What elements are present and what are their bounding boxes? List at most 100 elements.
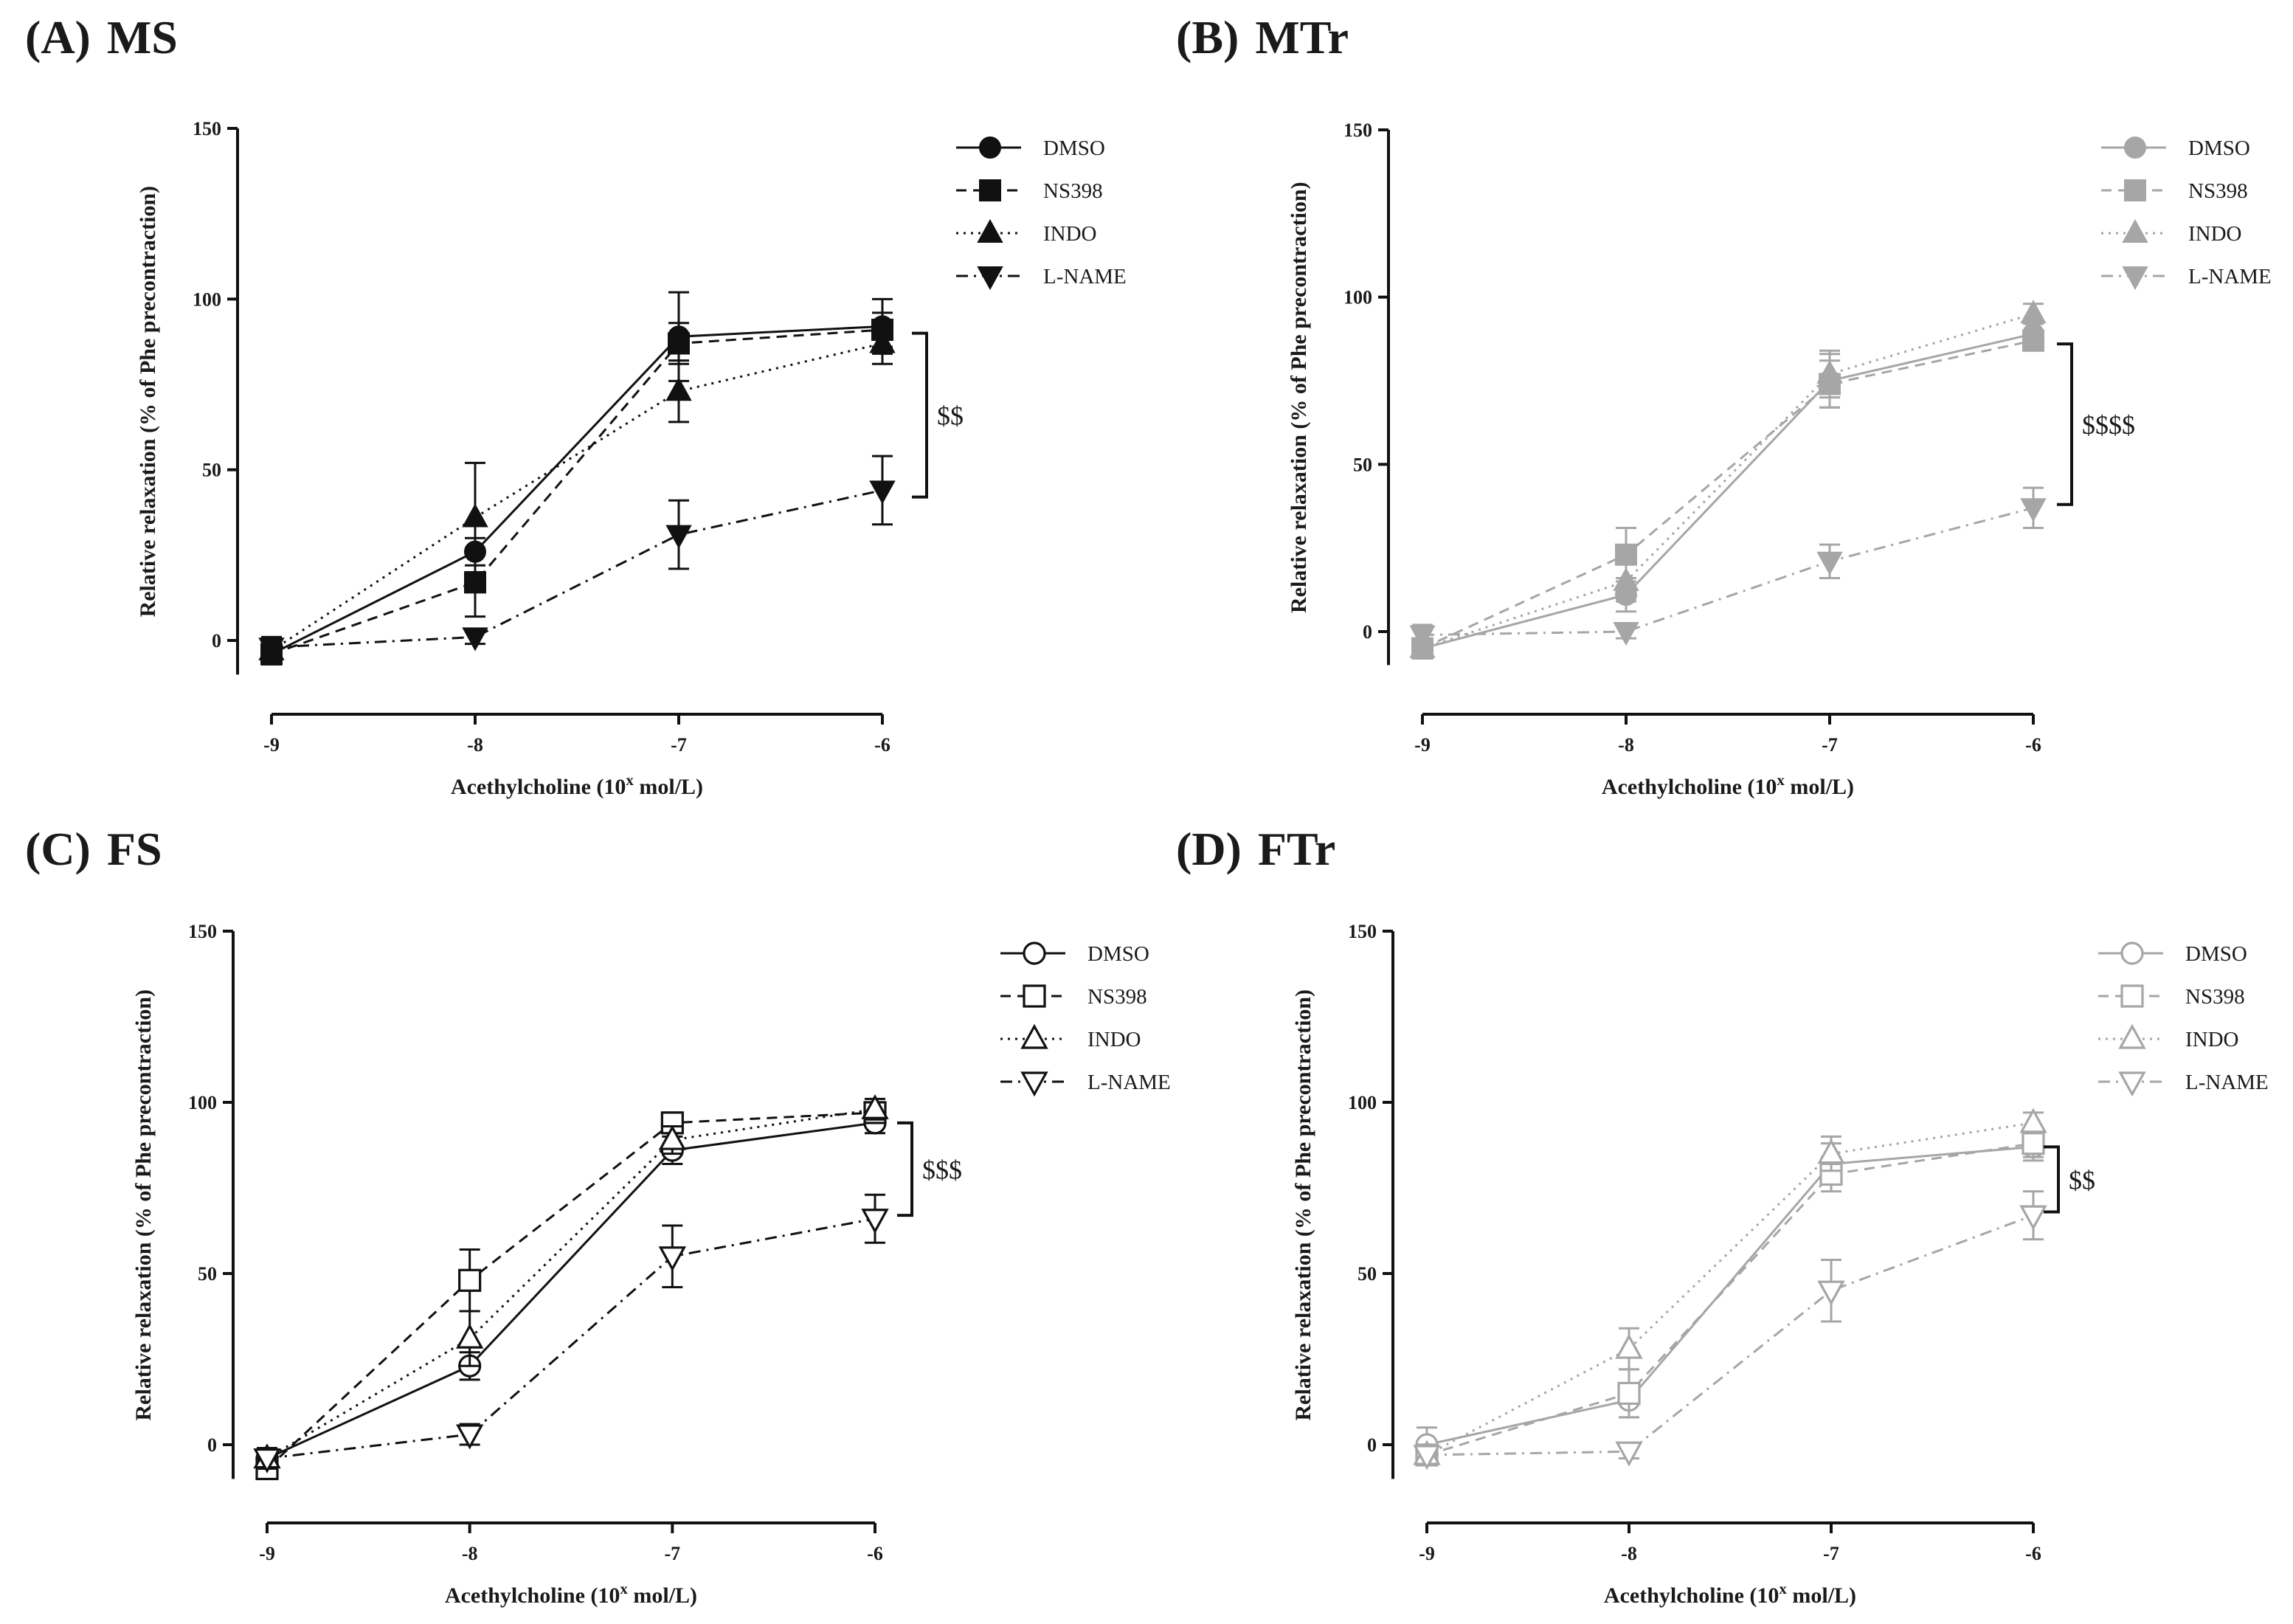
significance-bracket: $$$$ [2057,342,2135,506]
data-point [2019,1108,2047,1133]
series-indo [1409,300,2047,660]
x-axis-title-unit: mol/L) [628,1583,697,1608]
series-ns398 [1411,329,2044,660]
data-point [658,1124,687,1150]
y-axis-title: Relative relaxation (% of Phe precontrac… [131,989,156,1421]
legend-label: INDO [2188,222,2242,246]
y-tick-label: 100 [1348,1092,1377,1113]
legend-item-dmso: DMSO [2098,941,2247,966]
x-tick-label: -6 [2025,1543,2041,1564]
significance-label: $$$ [922,1155,962,1184]
legend-label: NS398 [1087,985,1147,1009]
y-tick-label: 100 [1343,287,1372,308]
y-tick-label: 0 [207,1434,217,1456]
series-line [266,1108,876,1459]
y-tick-label: 50 [202,460,221,481]
significance-bracket: $$$ [897,1121,962,1217]
data-point [455,1323,484,1349]
data-point [869,480,896,505]
significance-bracket: $$ [2044,1145,2095,1214]
bracket-line [897,1121,913,1217]
series-line [266,1122,876,1459]
series-line [1422,333,2034,650]
y-tick-label: 0 [212,630,221,652]
x-tick-label: -8 [462,1543,478,1564]
data-point [462,503,488,528]
x-axis-title-main: Acethylcholine (10 [445,1583,620,1608]
legend-marker [2120,941,2144,965]
data-point [665,377,692,401]
legend-item-indo: INDO [1000,1023,1141,1051]
y-axis-title: Relative relaxation (% of Phe precontrac… [1287,182,1311,613]
legend-item-ns398: NS398 [956,179,1103,203]
data-point [1817,1280,1845,1306]
x-axis-title-unit: mol/L) [1785,775,1854,799]
significance-bracket: $$ [912,331,964,499]
bracket-line [912,331,928,499]
legend-label: INDO [1043,222,1097,246]
panel-a: (A) MS 0 50 100 150 -9 -8 -7 -6 Acethylcholine (10… [25,11,1127,799]
y-tick-label: 150 [188,921,217,942]
y-tick-label: 0 [1363,621,1372,643]
x-axis-title-main: Acethylcholine (10 [451,775,626,799]
data-point [2019,1205,2047,1231]
panel-heading: (A) MS [25,11,178,63]
x-axis-title-exponent: x [1777,771,1785,789]
data-point [665,525,692,549]
legend-item-indo: INDO [2098,1023,2239,1051]
series-line [1426,1122,2034,1457]
data-point [258,637,285,662]
data-point [1615,1441,1643,1467]
bracket-line [2057,342,2073,506]
data-point [1816,359,1843,384]
panel-letter: (B) [1176,11,1239,63]
legend-label: L-NAME [1087,1071,1171,1094]
x-tick-label: -6 [867,1543,883,1564]
significance-label: $$ [2069,1165,2095,1195]
data-point [2020,498,2047,522]
significance-label: $$$$ [2082,410,2135,440]
legend-marker [2118,1023,2146,1049]
legend-marker [1023,984,1046,1008]
x-axis-title: Acethylcholine (10x mol/L) [451,771,703,799]
legend-item-l-name: L-NAME [1000,1071,1171,1097]
legend: DMSO NS398 INDO L-NAME [2101,137,2272,291]
legend-item-l-name: L-NAME [2101,265,2272,291]
y-tick-label: 50 [1358,1263,1377,1285]
legend-item-dmso: DMSO [2101,137,2250,160]
x-tick-label: -8 [467,734,483,756]
data-point [462,627,488,652]
legend-marker [977,266,1003,291]
data-point [1816,551,1843,576]
legend-label: L-NAME [1043,265,1127,288]
panel-letter: (C) [25,823,91,875]
y-tick-label: 50 [1353,454,1372,475]
x-tick-label: -7 [664,1543,680,1564]
series-l-name [258,455,896,662]
legend-item-dmso: DMSO [956,137,1105,160]
legend-label: NS398 [2188,179,2248,203]
series-dmso [260,291,893,666]
data-point [253,1448,281,1473]
series-line [1426,1145,2034,1446]
series-indo [1413,1108,2047,1467]
y-tick-label: 50 [198,1263,217,1285]
y-tick-label: 0 [1367,1434,1377,1456]
panel-c: (C) FS 0 50 100 150 -9 -8 -7 -6 Acethylcholine (10… [25,823,1171,1608]
data-point [861,1093,889,1119]
data-point [1409,625,1436,649]
series-line [1422,339,2034,650]
panel-letter: (A) [25,11,91,63]
data-point [2020,300,2047,324]
legend-marker [2124,137,2146,159]
series-line [271,325,883,655]
panel-heading: (C) FS [25,823,162,875]
series-line [1426,1214,2034,1457]
legend-label: INDO [1087,1028,1141,1051]
x-tick-label: -6 [2025,734,2041,756]
x-axis-title: Acethylcholine (10x mol/L) [1604,1580,1856,1608]
x-axis-title-unit: mol/L) [634,775,703,799]
significance-label: $$ [937,401,964,431]
data-point [1817,1138,1845,1164]
